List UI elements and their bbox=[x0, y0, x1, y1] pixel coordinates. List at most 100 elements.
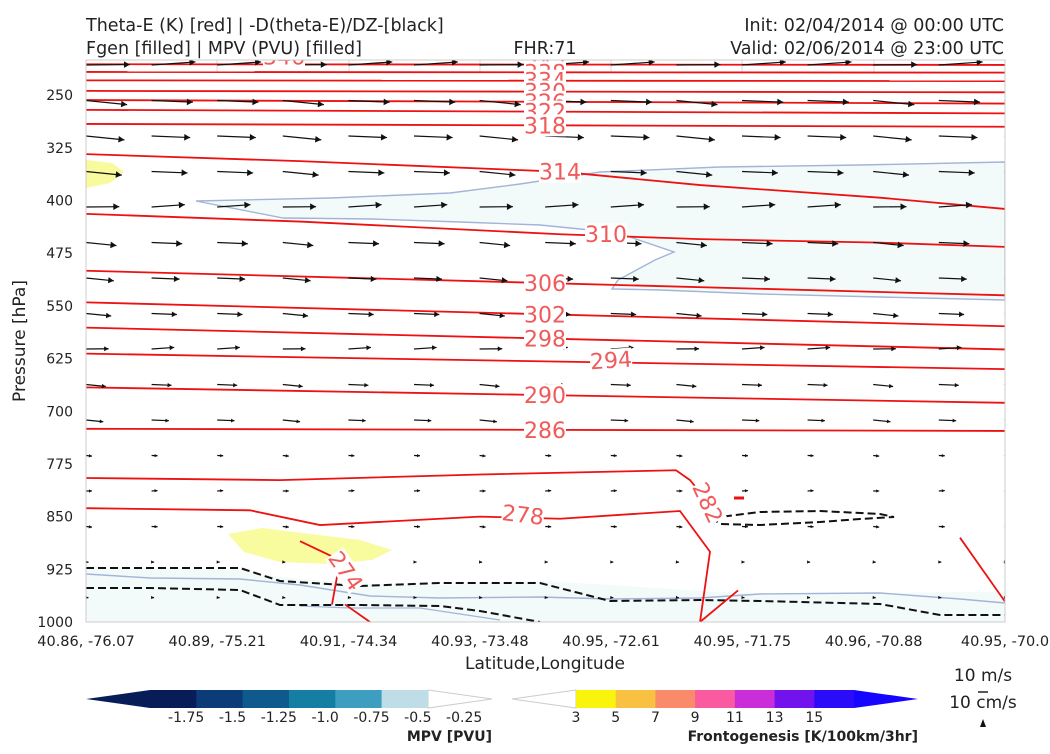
mpv-colorbar-label: MPV [PVU] bbox=[407, 729, 492, 745]
mpv-colorbar-tick: -0.25 bbox=[446, 710, 482, 726]
y-tick-label: 1000 bbox=[37, 615, 73, 631]
x-tick-label: 40.86, -76.07 bbox=[37, 634, 134, 650]
wind-key-cms-label: 10 cm/s bbox=[949, 693, 1017, 713]
contour-label-text: 290 bbox=[524, 384, 566, 409]
mpv-colorbar-swatch bbox=[243, 690, 290, 708]
fgen-colorbar-swatch bbox=[576, 690, 616, 708]
y-axis-label: Pressure [hPa] bbox=[10, 280, 30, 402]
wind-vector bbox=[1004, 419, 1021, 423]
fgen-colorbar: 3 5 7 9 11 13 15 bbox=[512, 690, 918, 726]
fhr-label: FHR:71 bbox=[513, 39, 576, 59]
fgen-colorbar-swatch bbox=[735, 690, 775, 708]
fgen-colorbar-tick: 3 bbox=[572, 710, 581, 726]
fgen-colorbar-tick: 15 bbox=[805, 710, 823, 726]
mpv-colorbar-swatch bbox=[289, 690, 336, 708]
mpv-colorbar-swatch bbox=[335, 690, 382, 708]
fgen-colorbar-swatch bbox=[616, 690, 656, 708]
contour-label-314: 314 bbox=[539, 161, 581, 186]
mpv-colorbar-tick: -1.5 bbox=[219, 710, 246, 726]
mpv-colorbar-tick: -1.25 bbox=[261, 710, 297, 726]
contour-label-286: 286 bbox=[524, 419, 566, 444]
valid-label: Valid: 02/06/2014 @ 23:00 UTC bbox=[730, 39, 1004, 59]
x-tick-label: 40.89, -75.21 bbox=[169, 634, 266, 650]
fgen-colorbar-label: Frontogenesis [K/100km/3hr] bbox=[688, 729, 918, 745]
fgen-colorbar-extend-high bbox=[854, 690, 918, 708]
fgen-colorbar-tick: 9 bbox=[691, 710, 700, 726]
contour-label-278: 278 bbox=[500, 501, 545, 531]
y-tick-label: 850 bbox=[46, 510, 73, 526]
contour-label-text: 298 bbox=[524, 328, 566, 353]
mpv-colorbar-tick: -1.75 bbox=[168, 710, 204, 726]
x-axis: 40.86, -76.07 40.89, -75.21 40.91, -74.34 4… bbox=[37, 634, 1049, 650]
title-line1: Theta-E (K) [red] | -D(theta-E)/DZ-[blac… bbox=[85, 16, 444, 36]
fgen-colorbar-extend-low bbox=[512, 690, 576, 708]
y-tick-label: 250 bbox=[46, 88, 73, 104]
contour-label-298: 298 bbox=[524, 328, 566, 353]
contour-label-text: 318 bbox=[524, 114, 566, 139]
x-axis-label: Latitude,Longitude bbox=[465, 654, 625, 674]
wind-key-ms-label: 10 m/s bbox=[954, 666, 1012, 686]
mpv-colorbar-swatch bbox=[150, 690, 197, 708]
mpv-colorbar-tick: -0.5 bbox=[404, 710, 431, 726]
x-tick-label: 40.93, -73.48 bbox=[431, 634, 528, 650]
y-tick-label: 325 bbox=[46, 141, 73, 157]
wind-vector bbox=[1004, 59, 1048, 66]
contour-label-294: 294 bbox=[589, 348, 633, 376]
fgen-colorbar-tick: 11 bbox=[726, 710, 744, 726]
wind-vector bbox=[1004, 202, 1037, 209]
wind-key-cms-arrow bbox=[980, 719, 986, 727]
contour-label-text: 286 bbox=[524, 419, 566, 444]
contour-label-290: 290 bbox=[524, 384, 566, 409]
y-tick-label: 475 bbox=[46, 246, 73, 262]
plot-area: 3463423383343303263223183143103063022982… bbox=[85, 45, 1048, 622]
wind-vector bbox=[1004, 99, 1045, 106]
fgen-colorbar-tick: 7 bbox=[651, 710, 660, 726]
contour-label-text: 314 bbox=[539, 161, 581, 186]
wind-vector bbox=[1004, 134, 1043, 141]
wind-vector bbox=[1004, 169, 1040, 176]
contour-label-302: 302 bbox=[524, 303, 566, 328]
y-tick-label: 775 bbox=[46, 457, 73, 473]
contour-label-318: 318 bbox=[524, 114, 566, 139]
wind-vector bbox=[1004, 276, 1032, 282]
wind-vector bbox=[1004, 383, 1024, 387]
contour-label-306: 306 bbox=[524, 272, 566, 297]
mpv-colorbar-tick: -0.75 bbox=[353, 710, 389, 726]
contour-label-text: 294 bbox=[589, 348, 633, 376]
fgen-colorbar-tick: 5 bbox=[611, 710, 620, 726]
contour-label-text: 306 bbox=[524, 272, 566, 297]
y-tick-label: 700 bbox=[46, 404, 73, 420]
init-label: Init: 02/04/2014 @ 00:00 UTC bbox=[744, 16, 1004, 36]
x-tick-label: 40.91, -74.34 bbox=[300, 634, 397, 650]
wind-vector bbox=[1004, 240, 1035, 247]
y-tick-label: 925 bbox=[46, 562, 73, 578]
contour-label-text: 310 bbox=[585, 223, 627, 248]
contour-label-text: 302 bbox=[524, 303, 566, 328]
mpv-colorbar-swatch bbox=[196, 690, 243, 708]
fgen-colorbar-tick: 13 bbox=[766, 710, 784, 726]
x-tick-label: 40.95, -70.0 bbox=[961, 634, 1049, 650]
mpv-colorbar-swatch bbox=[382, 690, 428, 708]
title-line2: Fgen [filled] | MPV (PVU) [filled] bbox=[86, 39, 362, 59]
wind-vector bbox=[1004, 312, 1029, 318]
x-tick-label: 40.96, -70.88 bbox=[825, 634, 922, 650]
wind-vector bbox=[1004, 345, 1027, 350]
mpv-colorbar-tick: -1.0 bbox=[312, 710, 339, 726]
y-axis: 250 325 400 475 550 625 700 775 850 925 1000 bbox=[37, 88, 73, 631]
y-tick-label: 550 bbox=[46, 299, 73, 315]
y-tick-label: 400 bbox=[46, 194, 73, 210]
mpv-colorbar-extend-low bbox=[86, 690, 150, 708]
fgen-colorbar-swatch bbox=[695, 690, 735, 708]
fgen-colorbar-swatch bbox=[775, 690, 815, 708]
fgen-colorbar-swatch bbox=[655, 690, 695, 708]
x-tick-label: 40.95, -72.61 bbox=[562, 634, 659, 650]
contour-label-text: 278 bbox=[500, 501, 545, 531]
y-tick-label: 625 bbox=[46, 352, 73, 368]
fgen-colorbar-swatch bbox=[814, 690, 854, 708]
mpv-colorbar: -1.75 -1.5 -1.25 -1.0 -0.75 -0.5 -0.25 bbox=[86, 690, 492, 726]
mpv-colorbar-extend-high bbox=[428, 690, 492, 708]
contour-label-310: 310 bbox=[585, 223, 627, 248]
x-tick-label: 40.95, -71.75 bbox=[694, 634, 791, 650]
